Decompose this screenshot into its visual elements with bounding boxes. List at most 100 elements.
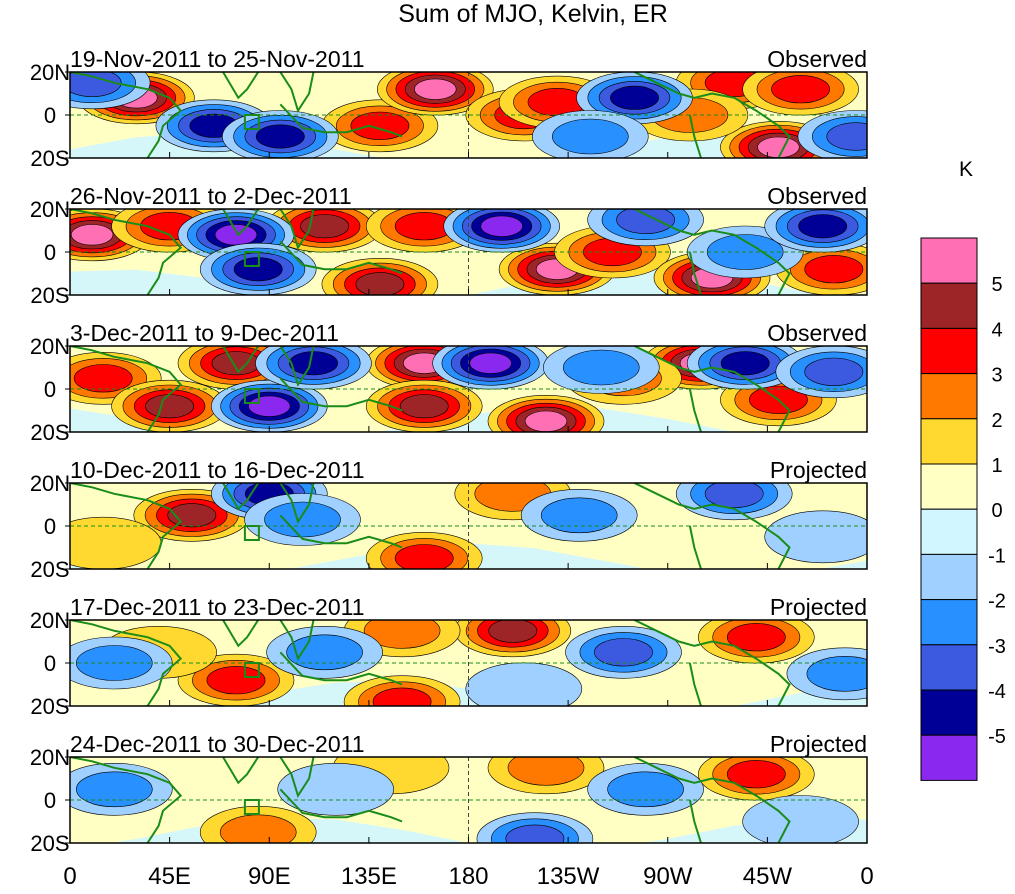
y-tick-label: 0: [44, 103, 56, 128]
x-tick-label: 45W: [743, 863, 793, 889]
anomaly-contour: [757, 136, 800, 158]
anomaly-contour: [610, 85, 659, 110]
anomaly-blob-7: [565, 625, 682, 679]
coastline-segment: [279, 209, 315, 251]
reference-box: [243, 388, 260, 404]
x-tick-label: 135E: [341, 863, 397, 889]
anomaly-contour: [465, 662, 583, 706]
chart-title: Sum of MJO, Kelvin, ER: [398, 0, 668, 28]
x-axis: 0 45E 90E 135E 180 135W 90W 45W 0: [63, 863, 873, 890]
y-tick-label: 0: [44, 651, 56, 676]
anomaly-contour: [607, 771, 684, 808]
coastline-segment: [634, 620, 791, 706]
coastline-segment: [221, 346, 260, 374]
anomaly-contour: [726, 623, 786, 652]
anomaly-blob-2: [365, 532, 483, 569]
anomaly-blob-7: [742, 72, 859, 116]
coastline-segment: [221, 620, 260, 648]
reference-box: [243, 799, 260, 815]
reference-box: [243, 662, 260, 678]
coastline-segment: [221, 72, 260, 100]
coastlines: [70, 483, 791, 569]
coastline-segment: [634, 72, 791, 158]
anomaly-blob-7: [70, 763, 173, 816]
anomaly-contour: [798, 214, 848, 239]
colorbar-swatch: [920, 418, 978, 465]
coastline-segment: [634, 483, 791, 569]
panel-field: [70, 72, 867, 158]
anomaly-blob-9: [764, 510, 867, 564]
anomaly-blob-6: [244, 493, 361, 546]
panel-field: [70, 346, 867, 432]
coastline-segment: [279, 377, 403, 412]
coastline-segment: [688, 525, 702, 569]
anomaly-blob-12: [443, 209, 560, 253]
anomaly-contour: [726, 760, 786, 789]
panel-period-label: 24-Dec-2011 to 30-Dec-2011: [70, 731, 365, 757]
colorbar-label: -5: [988, 726, 1006, 748]
anomaly-blob-15: [775, 346, 867, 399]
panel-3: 3-Dec-2011 to 9-Dec-2011 Observed 20N 0 20S: [30, 320, 868, 445]
colorbar-swatch: [920, 327, 978, 375]
colorbar-swatch: [920, 599, 978, 646]
anomaly-blob-13: [543, 346, 660, 394]
colorbar-swatch: [920, 282, 978, 329]
y-tick-label: 20S: [30, 283, 69, 308]
anomaly-blob-1: [177, 653, 295, 706]
anomaly-contour: [742, 795, 859, 843]
anomaly-contour: [469, 352, 512, 374]
anomaly-contour: [264, 501, 341, 538]
anomaly-blob-11: [465, 662, 583, 706]
y-tick-label: 20S: [30, 557, 69, 582]
panel-4: 10-Dec-2011 to 16-Dec-2011 Projected 20N 0 2…: [30, 457, 868, 582]
anomaly-blob-8: [277, 762, 395, 816]
anomaly-contour: [594, 638, 653, 667]
anomaly-contour: [300, 214, 350, 239]
anomaly-blob-15: [764, 209, 867, 253]
colorbar-label: 1: [991, 455, 1002, 477]
coastlines: [70, 72, 791, 158]
reference-box: [243, 251, 260, 267]
anomaly-contour: [70, 224, 114, 246]
coastline-segment: [279, 788, 403, 823]
panel-status-label: Observed: [767, 46, 867, 72]
panel-period-label: 17-Dec-2011 to 23-Dec-2011: [70, 594, 365, 620]
coastline-segment: [221, 757, 260, 785]
y-tick-label: 20N: [30, 471, 70, 496]
y-tick-label: 20N: [30, 334, 70, 359]
x-tick-label: 180: [448, 863, 488, 889]
y-tick-label: 0: [44, 788, 56, 813]
panel-period-label: 3-Dec-2011 to 9-Dec-2011: [70, 320, 339, 346]
anomaly-contour: [505, 824, 565, 843]
colorbar-label: 0: [991, 500, 1002, 522]
panel-period-label: 10-Dec-2011 to 16-Dec-2011: [70, 457, 365, 483]
coastline-segment: [221, 483, 260, 511]
anomaly-contour: [720, 351, 770, 376]
coastline-segment: [279, 72, 315, 114]
anomaly-blob-5: [343, 675, 461, 706]
anomaly-contour: [804, 357, 864, 386]
coastline-segment: [279, 651, 403, 686]
colorbar-label: -3: [988, 636, 1006, 658]
panel-1: 19-Nov-2011 to 25-Nov-2011 Observed 20N 0 20…: [30, 46, 868, 171]
anomaly-contour: [145, 394, 195, 419]
colorbar-units-label: K: [959, 158, 973, 181]
coastline-segment: [279, 346, 315, 388]
x-tick-label: 135W: [537, 863, 600, 889]
coastline-segment: [688, 114, 702, 158]
coastlines: [70, 757, 791, 843]
coastlines: [70, 346, 791, 432]
y-tick-label: 20N: [30, 608, 70, 633]
anomaly-contour: [248, 395, 291, 417]
anomaly-contour: [363, 620, 441, 649]
panel-6: 24-Dec-2011 to 30-Dec-2011 Projected 20N 0 2…: [30, 731, 868, 856]
colorbar-label: 3: [991, 365, 1002, 387]
anomaly-blob-13: [797, 110, 867, 158]
coastline-segment: [688, 251, 702, 295]
anomaly-contour: [70, 72, 122, 97]
y-tick-label: 20N: [30, 745, 70, 770]
anomaly-contour: [394, 544, 454, 569]
y-tick-label: 20S: [30, 146, 69, 171]
